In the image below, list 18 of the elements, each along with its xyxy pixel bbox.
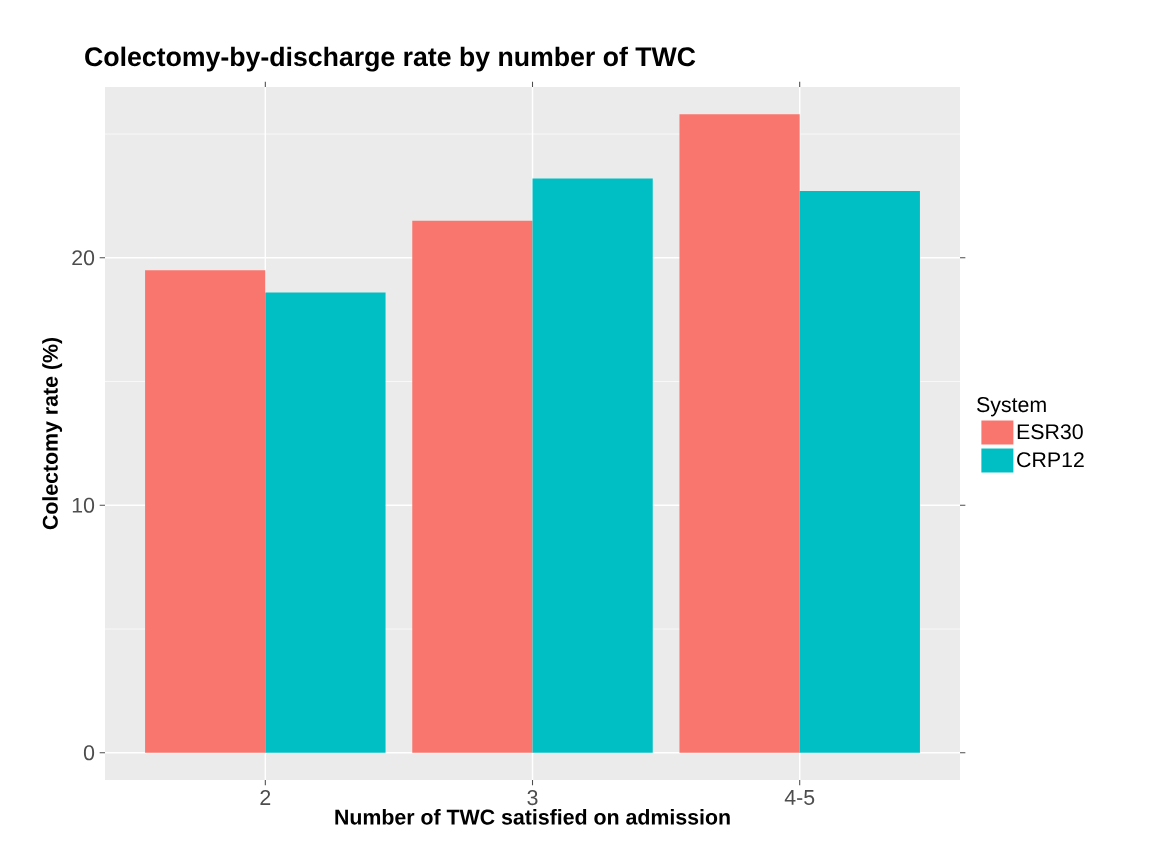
bar [265,292,386,753]
bar [679,114,800,753]
x-tick-label: 2 [260,790,271,805]
y-tick-label: 0 [83,745,95,761]
legend-title: System [977,397,1046,417]
legend-label: CRP12 [1017,452,1084,468]
y-tick-label: 10 [72,497,95,513]
legend-label: ESR30 [1017,424,1083,440]
x-tick-label: 3 [527,790,538,806]
bar [532,178,653,753]
x-tick-label: 4-5 [784,790,815,805]
chart-title: Colectomy-by-discharge rate by number of TWC [85,46,696,72]
x-axis-title: Number of TWC satisfied on admission [335,808,730,825]
bar [799,190,920,753]
bar [145,270,266,753]
bar [412,220,533,753]
y-tick-label: 20 [72,250,95,266]
y-axis-title: Colectomy rate (%) [42,337,63,530]
